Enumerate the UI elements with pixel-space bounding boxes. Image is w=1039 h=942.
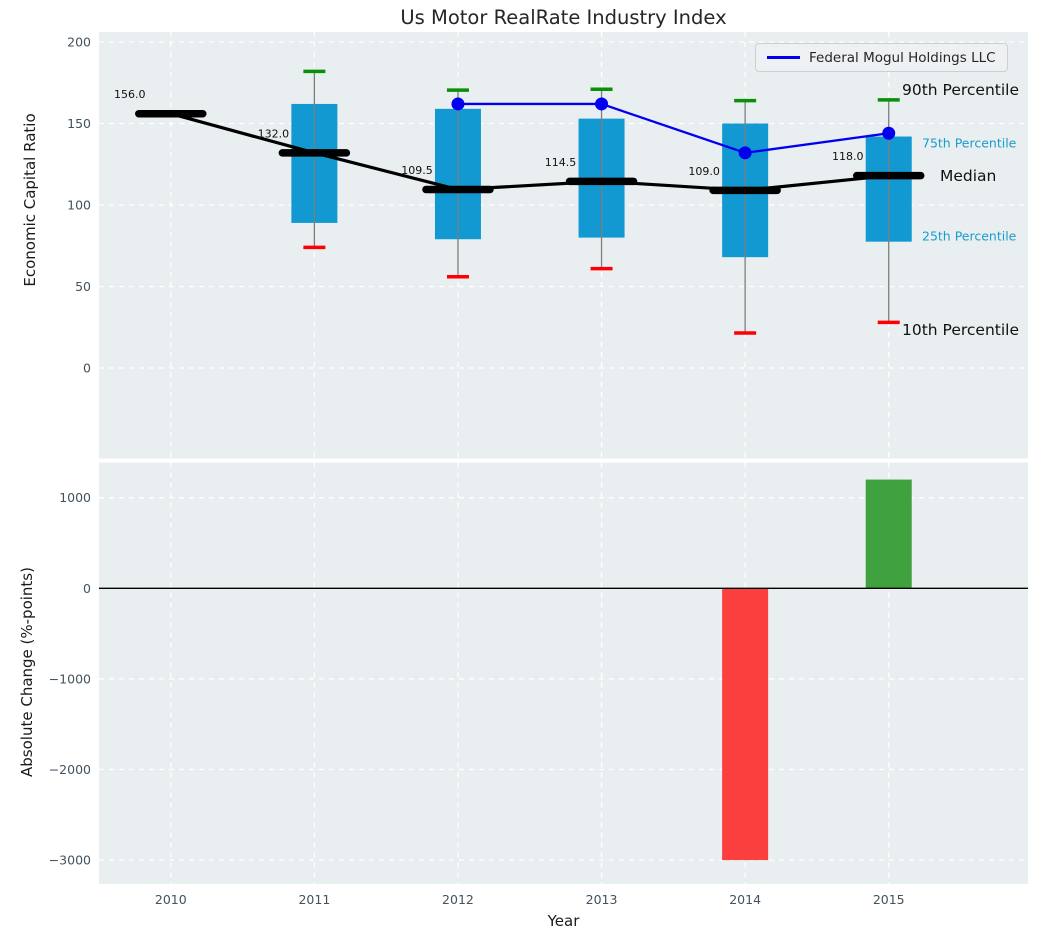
company-line-marker — [882, 126, 896, 140]
legend: Federal Mogul Holdings LLC — [755, 43, 1008, 72]
x-tick-label: 2013 — [586, 892, 618, 907]
annotation-10th-percentile: 10th Percentile — [902, 320, 1020, 339]
bottom-y-tick-label: −2000 — [49, 762, 91, 777]
annotation-median: Median — [940, 167, 997, 186]
x-tick-label: 2010 — [155, 892, 187, 907]
top-y-tick-label: 0 — [83, 361, 91, 376]
top-y-axis-label: Economic Capital Ratio — [21, 113, 39, 287]
x-axis-label: Year — [547, 912, 580, 930]
x-tick-label: 2014 — [729, 892, 761, 907]
median-value-label: 109.0 — [688, 165, 720, 178]
chart-title: Us Motor RealRate Industry Index — [400, 6, 727, 29]
company-line-marker — [451, 97, 465, 111]
bottom-y-axis-label: Absolute Change (%-points) — [18, 567, 36, 777]
annotation-75th-percentile: 75th Percentile — [922, 135, 1017, 151]
median-value-label: 114.5 — [545, 156, 577, 169]
top-y-tick-label: 50 — [75, 279, 91, 294]
median-value-label: 118.0 — [832, 150, 864, 163]
company-line — [457, 102, 889, 155]
top-y-tick-label: 150 — [67, 116, 91, 131]
bottom-y-tick-label: 0 — [83, 581, 91, 596]
bottom-y-tick-label: −3000 — [49, 853, 91, 868]
top-y-tick-label: 200 — [67, 35, 91, 50]
legend-line-icon — [767, 56, 800, 59]
annotation-90th-percentile: 90th Percentile — [902, 81, 1020, 100]
x-tick-label: 2015 — [873, 892, 905, 907]
change-bar-negative — [722, 588, 769, 861]
bottom-y-tick-label: 1000 — [59, 490, 91, 505]
top-y-tick-label: 100 — [67, 198, 91, 213]
bottom-y-tick-label: −1000 — [49, 671, 91, 686]
legend-label: Federal Mogul Holdings LLC — [809, 49, 996, 66]
company-line-marker — [738, 146, 752, 160]
x-tick-label: 2011 — [298, 892, 330, 907]
change-bar-positive — [865, 479, 912, 589]
median-value-label: 156.0 — [114, 88, 146, 101]
median-value-label: 132.0 — [258, 127, 290, 140]
median-value-label: 109.5 — [401, 164, 433, 177]
annotation-25th-percentile: 25th Percentile — [922, 228, 1017, 244]
x-tick-label: 2012 — [442, 892, 474, 907]
company-line-marker — [595, 97, 609, 111]
